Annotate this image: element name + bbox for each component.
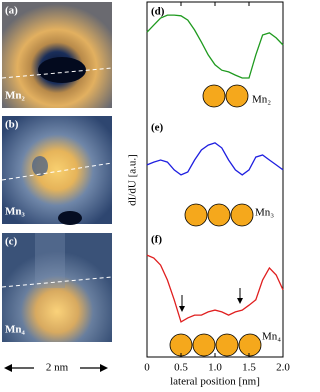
data-line <box>146 14 284 79</box>
panel-label: (f) <box>151 234 162 246</box>
atom-model <box>169 84 262 357</box>
panel-label: (d) <box>151 6 165 18</box>
stm-image <box>1 2 113 108</box>
image-label: Mn₄ <box>5 324 26 336</box>
x-tick-label: 2.0 <box>276 362 290 374</box>
image-label: Mn₃ <box>5 206 26 218</box>
image-panel-label: (c) <box>5 236 18 248</box>
x-tick-label: 0 <box>144 362 150 374</box>
scale-bar-label: 2 nm <box>46 362 69 374</box>
figure: 2 nm dI/dU [a.u.] lateral position [nm] … <box>1 1 290 388</box>
stm-image <box>1 116 113 225</box>
series-label: Mn₂ <box>252 94 271 106</box>
y-axis-label: dI/dU [a.u.] <box>127 154 139 206</box>
image-panel-label: (a) <box>5 5 18 17</box>
data-line <box>146 254 284 323</box>
stm-image <box>1 233 113 342</box>
annotation-arrow <box>179 288 243 312</box>
plot-frame <box>146 1 284 358</box>
series-label: Mn₄ <box>262 331 281 343</box>
x-axis-label: lateral position [nm] <box>170 376 260 388</box>
image-label: Mn₂ <box>5 90 26 102</box>
x-tick-label: 1.0 <box>208 362 222 374</box>
image-panel-label: (b) <box>5 119 19 131</box>
scale-bar <box>4 364 108 372</box>
panel-label: (e) <box>151 122 164 134</box>
x-tick-label: 1.5 <box>242 362 256 374</box>
series-label: Mn₃ <box>255 207 274 219</box>
data-line <box>146 142 284 176</box>
x-tick-label: 0.5 <box>174 362 188 374</box>
